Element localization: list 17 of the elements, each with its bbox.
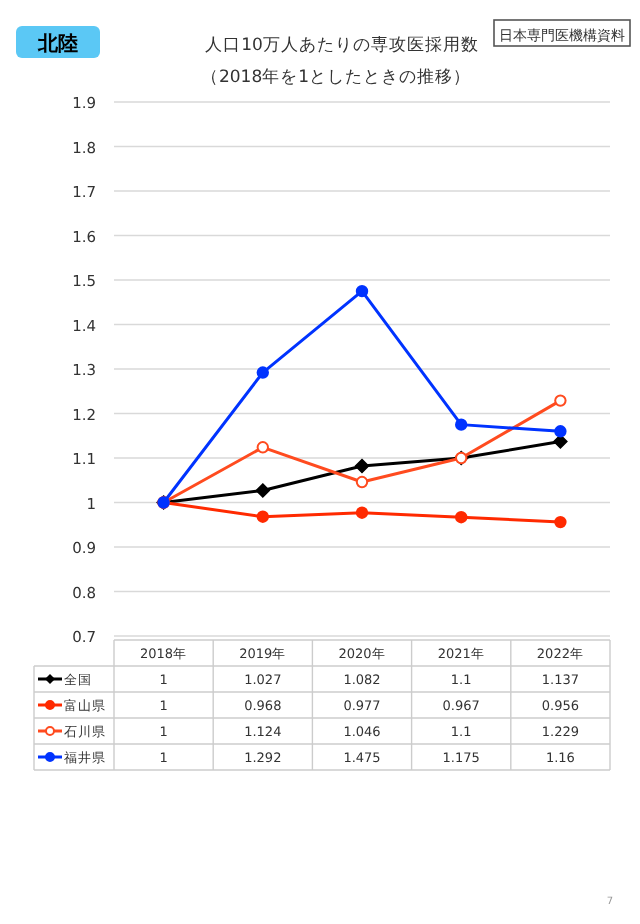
point [455,510,468,524]
point [355,506,369,519]
point [554,394,567,407]
point [255,483,270,498]
point [256,366,269,379]
point [354,458,370,474]
point [455,418,468,431]
point [553,434,568,449]
point [554,425,567,438]
chart-subtitle: （2018年を1としたときの推移） [200,66,472,88]
point [355,475,369,489]
chart-title: 人口10万人あたりの専攻医採用数 [205,34,479,56]
point [355,284,369,298]
badge: 北陸 [16,26,100,58]
point [256,441,269,454]
point [256,510,269,523]
point [554,515,567,529]
